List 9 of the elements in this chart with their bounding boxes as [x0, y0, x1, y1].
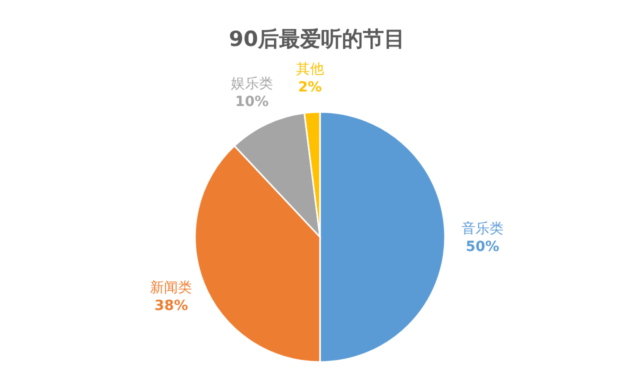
data-label: 2%: [298, 79, 322, 96]
chart-title: 90后最爱听的节目: [228, 27, 406, 51]
slice-label: 其他: [296, 61, 324, 78]
slice-label: 新闻类: [150, 280, 192, 296]
data-label: 10%: [235, 94, 269, 110]
slice-label: 娱乐类: [230, 76, 273, 92]
slice-label: 音乐类: [462, 221, 504, 237]
data-label: 50%: [466, 239, 500, 255]
data-label: 38%: [154, 298, 188, 314]
